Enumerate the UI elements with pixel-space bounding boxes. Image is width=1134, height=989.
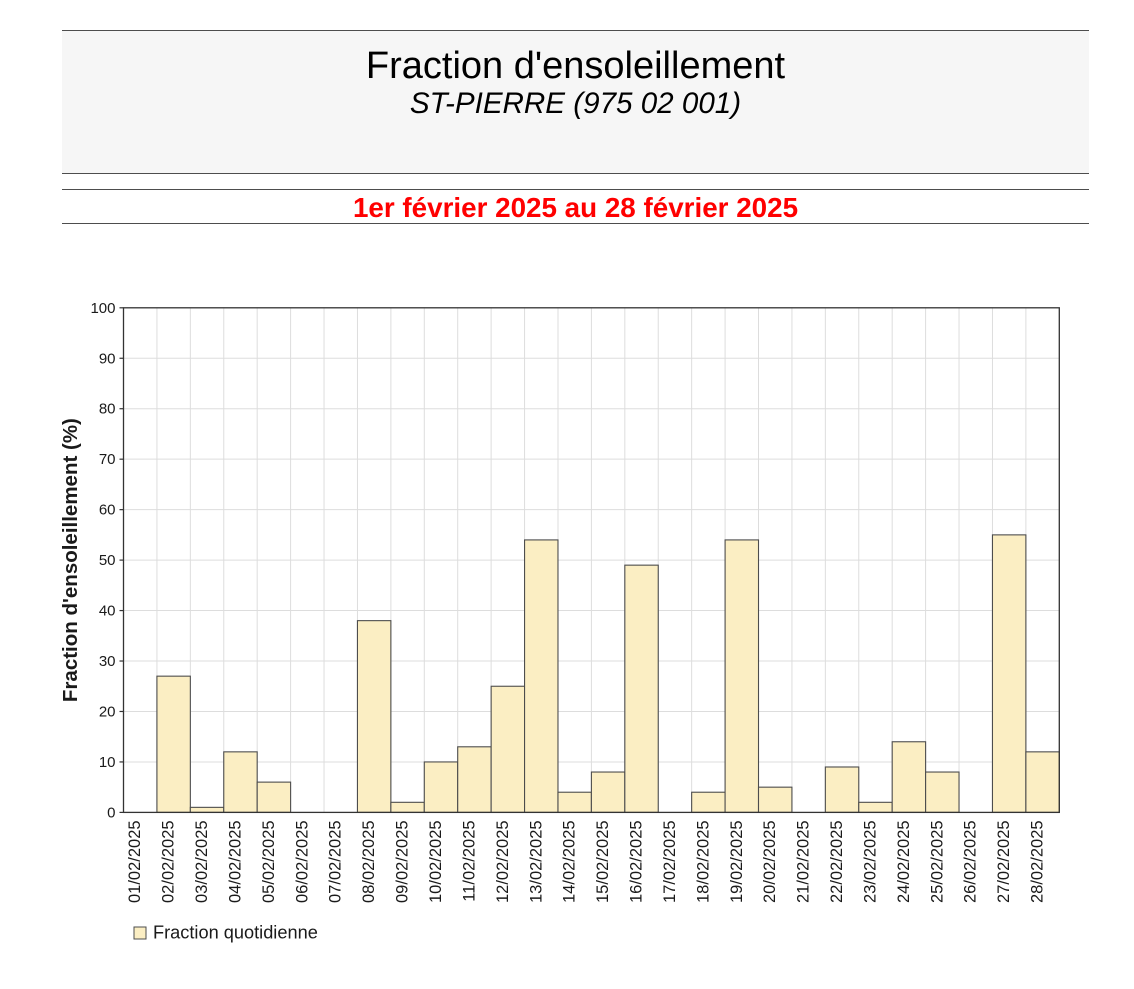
svg-text:22/02/2025: 22/02/2025 bbox=[828, 820, 846, 903]
svg-text:04/02/2025: 04/02/2025 bbox=[226, 820, 244, 903]
svg-text:13/02/2025: 13/02/2025 bbox=[527, 820, 545, 903]
svg-text:23/02/2025: 23/02/2025 bbox=[861, 820, 879, 903]
svg-text:90: 90 bbox=[99, 350, 116, 367]
svg-text:60: 60 bbox=[99, 502, 116, 519]
svg-text:03/02/2025: 03/02/2025 bbox=[193, 820, 211, 903]
svg-text:14/02/2025: 14/02/2025 bbox=[561, 820, 579, 903]
svg-text:100: 100 bbox=[90, 300, 115, 317]
svg-text:05/02/2025: 05/02/2025 bbox=[260, 820, 278, 903]
svg-text:20: 20 bbox=[99, 703, 116, 720]
svg-text:10: 10 bbox=[99, 754, 116, 771]
svg-text:10/02/2025: 10/02/2025 bbox=[427, 820, 445, 903]
svg-text:09/02/2025: 09/02/2025 bbox=[394, 820, 412, 903]
svg-text:11/02/2025: 11/02/2025 bbox=[460, 820, 478, 901]
svg-text:24/02/2025: 24/02/2025 bbox=[895, 820, 913, 903]
svg-text:12/02/2025: 12/02/2025 bbox=[494, 820, 512, 903]
svg-text:0: 0 bbox=[107, 804, 115, 821]
svg-text:Fraction d'ensoleillement (%): Fraction d'ensoleillement (%) bbox=[59, 418, 82, 702]
svg-text:30: 30 bbox=[99, 653, 116, 670]
svg-text:27/02/2025: 27/02/2025 bbox=[995, 820, 1013, 903]
svg-text:50: 50 bbox=[99, 552, 116, 569]
svg-text:Fraction quotidienne: Fraction quotidienne bbox=[153, 923, 318, 943]
svg-text:26/02/2025: 26/02/2025 bbox=[962, 820, 980, 903]
svg-text:07/02/2025: 07/02/2025 bbox=[327, 820, 345, 903]
svg-text:25/02/2025: 25/02/2025 bbox=[928, 820, 946, 903]
svg-text:15/02/2025: 15/02/2025 bbox=[594, 820, 612, 903]
svg-text:80: 80 bbox=[99, 401, 116, 418]
svg-text:06/02/2025: 06/02/2025 bbox=[293, 820, 311, 903]
svg-text:21/02/2025: 21/02/2025 bbox=[795, 820, 813, 903]
svg-text:19/02/2025: 19/02/2025 bbox=[728, 820, 746, 903]
svg-text:18/02/2025: 18/02/2025 bbox=[694, 820, 712, 903]
svg-text:70: 70 bbox=[99, 451, 116, 468]
svg-text:28/02/2025: 28/02/2025 bbox=[1029, 820, 1047, 903]
svg-text:40: 40 bbox=[99, 603, 116, 620]
svg-text:16/02/2025: 16/02/2025 bbox=[628, 820, 646, 903]
svg-text:20/02/2025: 20/02/2025 bbox=[761, 820, 779, 903]
svg-text:17/02/2025: 17/02/2025 bbox=[661, 820, 679, 903]
svg-text:02/02/2025: 02/02/2025 bbox=[160, 820, 178, 903]
svg-text:01/02/2025: 01/02/2025 bbox=[126, 820, 144, 903]
svg-text:08/02/2025: 08/02/2025 bbox=[360, 820, 378, 903]
